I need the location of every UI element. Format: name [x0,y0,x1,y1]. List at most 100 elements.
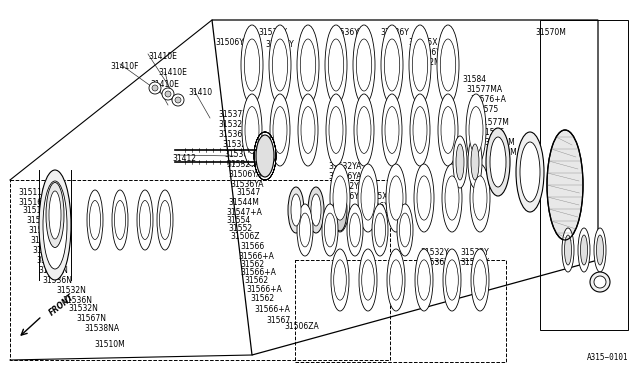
Text: 31552N: 31552N [30,236,60,245]
Text: 31506YA: 31506YA [360,202,394,211]
Ellipse shape [301,107,315,153]
Ellipse shape [471,249,489,311]
Ellipse shape [333,189,347,231]
Ellipse shape [564,235,572,265]
Text: 31412: 31412 [172,154,196,163]
Ellipse shape [356,39,372,91]
Ellipse shape [159,201,171,240]
Ellipse shape [438,94,458,166]
Text: 31532Y: 31532Y [420,248,449,257]
Text: 31576: 31576 [480,128,504,137]
Ellipse shape [389,176,403,220]
Text: 31532Y: 31532Y [265,40,294,49]
Ellipse shape [374,213,385,247]
Text: 31536YA: 31536YA [218,130,252,139]
Circle shape [594,276,606,288]
Ellipse shape [244,39,260,91]
Circle shape [162,88,174,100]
Ellipse shape [384,39,400,91]
Ellipse shape [580,235,588,265]
Ellipse shape [468,136,482,188]
Ellipse shape [298,94,318,166]
Text: 31506ZA: 31506ZA [284,322,319,331]
Ellipse shape [291,194,301,226]
Ellipse shape [256,135,274,177]
Ellipse shape [87,190,103,250]
Text: 31566+A: 31566+A [240,268,276,277]
Text: 31535XA: 31535XA [358,192,393,201]
Ellipse shape [445,260,458,300]
Ellipse shape [473,176,487,220]
Text: 31510M: 31510M [94,340,125,349]
Ellipse shape [325,25,347,105]
Ellipse shape [415,249,433,311]
Ellipse shape [357,107,371,153]
Text: 31577M: 31577M [478,118,509,127]
Text: 31538N: 31538N [32,246,62,255]
Text: 31566+A: 31566+A [254,305,290,314]
Text: 31506YB: 31506YB [215,38,249,47]
Ellipse shape [520,142,540,202]
Text: 31410: 31410 [188,88,212,97]
Ellipse shape [333,176,347,220]
Text: 31570M: 31570M [535,28,566,37]
Ellipse shape [594,228,606,272]
Text: 31511M: 31511M [18,188,49,197]
Ellipse shape [437,25,459,105]
Ellipse shape [441,107,455,153]
Text: 31410F: 31410F [110,62,138,71]
Text: 31506Z: 31506Z [230,232,259,241]
Text: 31536Y: 31536Y [420,258,449,267]
Text: 31566+A: 31566+A [246,285,282,294]
Ellipse shape [297,25,319,105]
Ellipse shape [443,249,461,311]
Text: 31410E: 31410E [158,68,187,77]
Text: 31536Y: 31536Y [330,28,359,37]
Ellipse shape [43,181,67,269]
Ellipse shape [311,194,321,226]
Ellipse shape [386,164,406,232]
Text: 31529N: 31529N [36,256,66,265]
Ellipse shape [329,107,343,153]
Text: 31506YA: 31506YA [228,170,262,179]
Text: 31532Y: 31532Y [460,248,489,257]
Text: 31571M: 31571M [484,138,515,147]
Text: 31562: 31562 [244,276,268,285]
Text: 31568M: 31568M [486,148,516,157]
Ellipse shape [137,190,153,250]
Ellipse shape [399,213,411,247]
Ellipse shape [466,94,486,166]
Ellipse shape [470,164,490,232]
Ellipse shape [381,25,403,105]
Ellipse shape [382,94,402,166]
Ellipse shape [288,187,304,233]
Ellipse shape [157,190,173,250]
Text: 31538NA: 31538NA [84,324,119,333]
Ellipse shape [354,94,374,166]
Text: 31410E: 31410E [150,80,179,89]
Ellipse shape [486,128,510,196]
Ellipse shape [372,204,388,256]
Text: 31566: 31566 [240,242,264,251]
Ellipse shape [490,137,506,187]
Text: 31537ZA: 31537ZA [218,110,253,119]
Ellipse shape [270,94,290,166]
Ellipse shape [578,228,590,272]
Text: 31584: 31584 [462,75,486,84]
Text: 31577MA: 31577MA [466,85,502,94]
Ellipse shape [140,201,150,240]
Ellipse shape [471,144,479,180]
Ellipse shape [242,94,262,166]
Ellipse shape [414,164,434,232]
Circle shape [149,82,161,94]
Text: 31517P: 31517P [26,216,55,225]
Ellipse shape [349,213,360,247]
Ellipse shape [453,136,467,188]
Text: 31536Y: 31536Y [258,28,287,37]
Ellipse shape [331,249,349,311]
Ellipse shape [418,260,430,300]
Text: 31536Y: 31536Y [460,258,489,267]
Ellipse shape [358,164,378,232]
Text: 31532YA: 31532YA [218,120,252,129]
Text: 31567N: 31567N [76,314,106,323]
